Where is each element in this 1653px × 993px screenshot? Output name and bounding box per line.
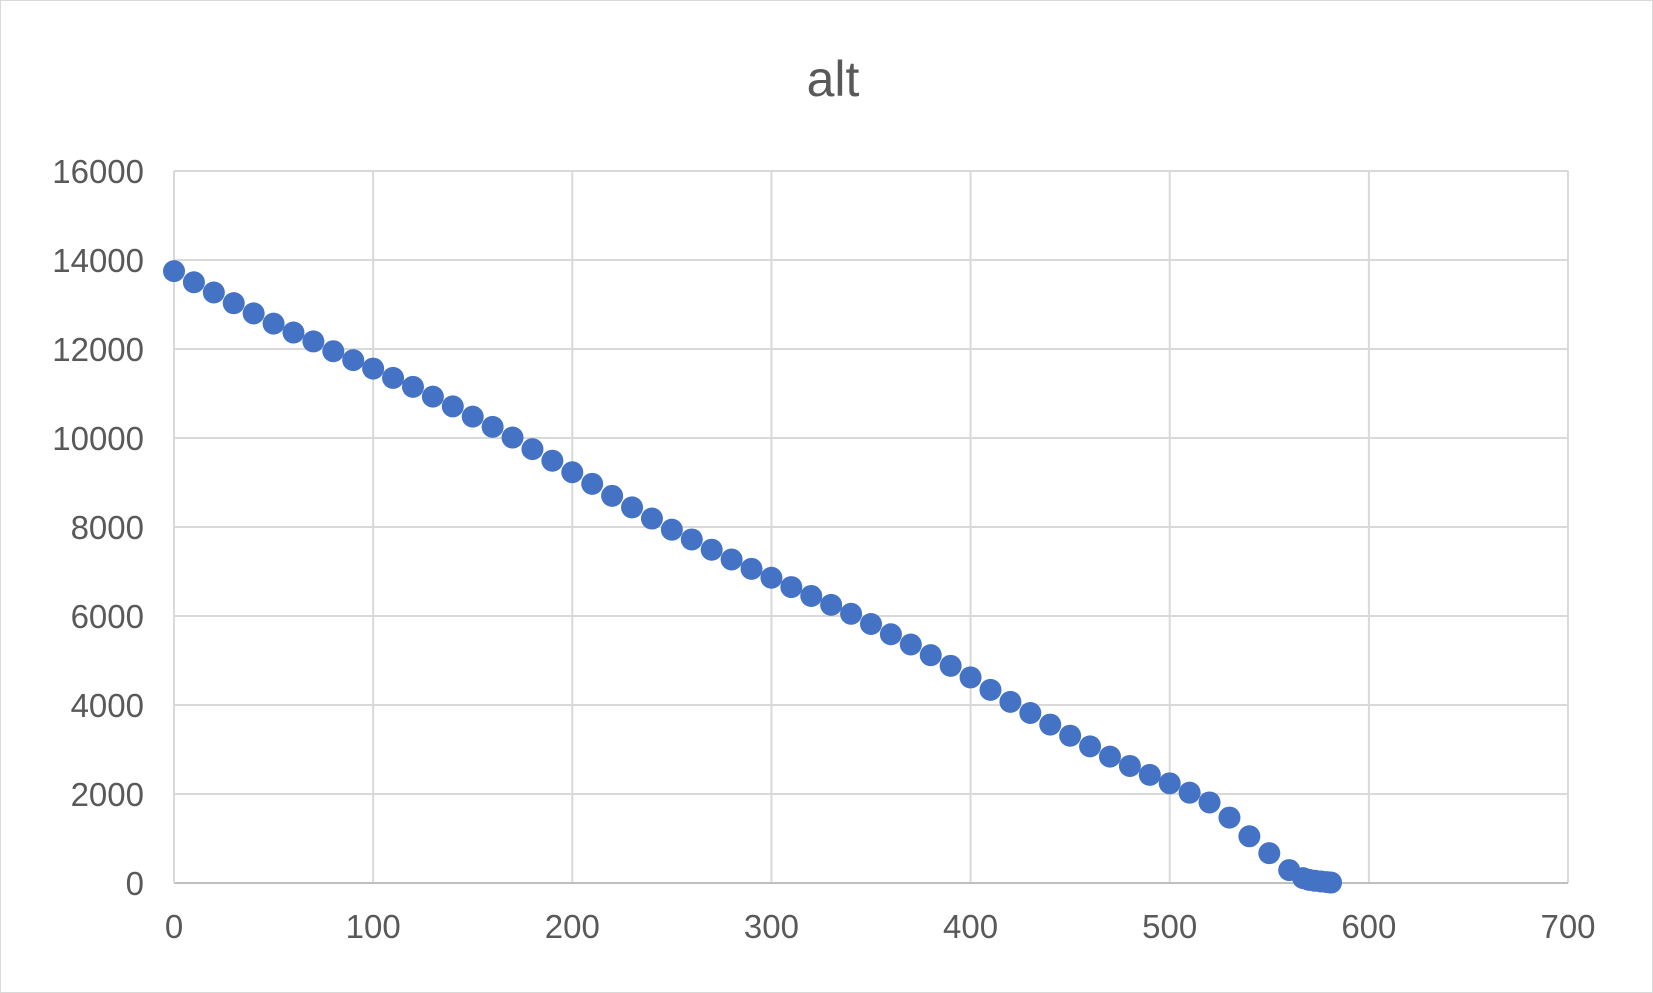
x-tick-label: 200 — [545, 908, 600, 945]
data-point — [401, 375, 424, 398]
data-point — [481, 415, 504, 438]
data-point — [342, 349, 365, 372]
y-tick-label: 6000 — [71, 598, 144, 635]
data-point — [242, 302, 265, 325]
data-point — [1039, 713, 1062, 736]
y-tick-label: 2000 — [71, 776, 144, 813]
data-point — [999, 690, 1022, 713]
data-point — [1019, 702, 1042, 725]
data-point — [601, 484, 624, 507]
data-point — [382, 366, 405, 389]
data-point — [1098, 745, 1121, 768]
data-points — [163, 260, 1343, 894]
data-point — [581, 472, 604, 495]
data-point — [1258, 842, 1281, 865]
chart-title: alt — [807, 51, 860, 107]
data-point — [521, 438, 544, 461]
data-point — [979, 678, 1002, 701]
data-point — [1118, 754, 1141, 777]
data-point — [163, 260, 185, 283]
data-point — [501, 426, 524, 449]
data-point — [282, 321, 305, 344]
x-tick-label: 700 — [1540, 908, 1595, 945]
data-point — [660, 518, 683, 541]
y-tick-label: 8000 — [71, 509, 144, 546]
data-point — [202, 281, 225, 304]
data-point — [860, 613, 882, 636]
x-tick-label: 500 — [1142, 908, 1197, 945]
data-point — [1138, 763, 1161, 786]
x-tick-label: 100 — [346, 908, 401, 945]
y-tick-label: 0 — [126, 865, 144, 902]
grid-lines — [173, 170, 1569, 884]
data-point — [262, 312, 285, 335]
data-point — [461, 405, 484, 428]
data-point — [680, 528, 703, 551]
data-point — [621, 496, 644, 519]
data-point — [959, 666, 982, 689]
data-point — [720, 548, 743, 571]
data-point — [919, 644, 942, 667]
data-point — [899, 633, 922, 656]
data-point — [760, 566, 783, 589]
data-point — [421, 385, 444, 408]
data-point — [1158, 772, 1181, 795]
x-tick-label: 0 — [165, 908, 183, 945]
data-point — [1238, 825, 1261, 848]
data-point — [840, 602, 863, 625]
data-point — [879, 623, 902, 646]
data-point — [700, 538, 723, 561]
data-point — [800, 584, 823, 607]
data-point — [1218, 806, 1241, 829]
data-point — [362, 357, 385, 380]
data-point — [441, 395, 464, 418]
data-point — [541, 449, 564, 472]
tick-labels: 0 2000 4000 6000 8000 10000 12000 14000 16000 0 10… — [52, 153, 1595, 945]
y-tick-label: 16000 — [52, 153, 144, 190]
x-tick-label: 300 — [744, 908, 799, 945]
data-point — [939, 654, 962, 677]
y-tick-label: 10000 — [52, 420, 144, 457]
data-point — [1079, 735, 1102, 758]
data-point — [1320, 871, 1343, 894]
data-point — [182, 271, 205, 294]
data-point — [222, 292, 245, 315]
data-point — [561, 461, 584, 484]
x-tick-label: 400 — [943, 908, 998, 945]
data-point — [1198, 791, 1221, 814]
data-point — [780, 576, 803, 599]
data-point — [322, 340, 345, 363]
data-point — [640, 507, 663, 530]
x-tick-label: 600 — [1341, 908, 1396, 945]
data-point — [302, 330, 325, 353]
data-point — [1178, 781, 1201, 804]
y-tick-label: 14000 — [52, 242, 144, 279]
data-point — [1059, 724, 1082, 747]
y-tick-label: 12000 — [52, 331, 144, 368]
data-point — [820, 593, 843, 616]
y-tick-label: 4000 — [71, 687, 144, 724]
data-point — [740, 557, 763, 580]
